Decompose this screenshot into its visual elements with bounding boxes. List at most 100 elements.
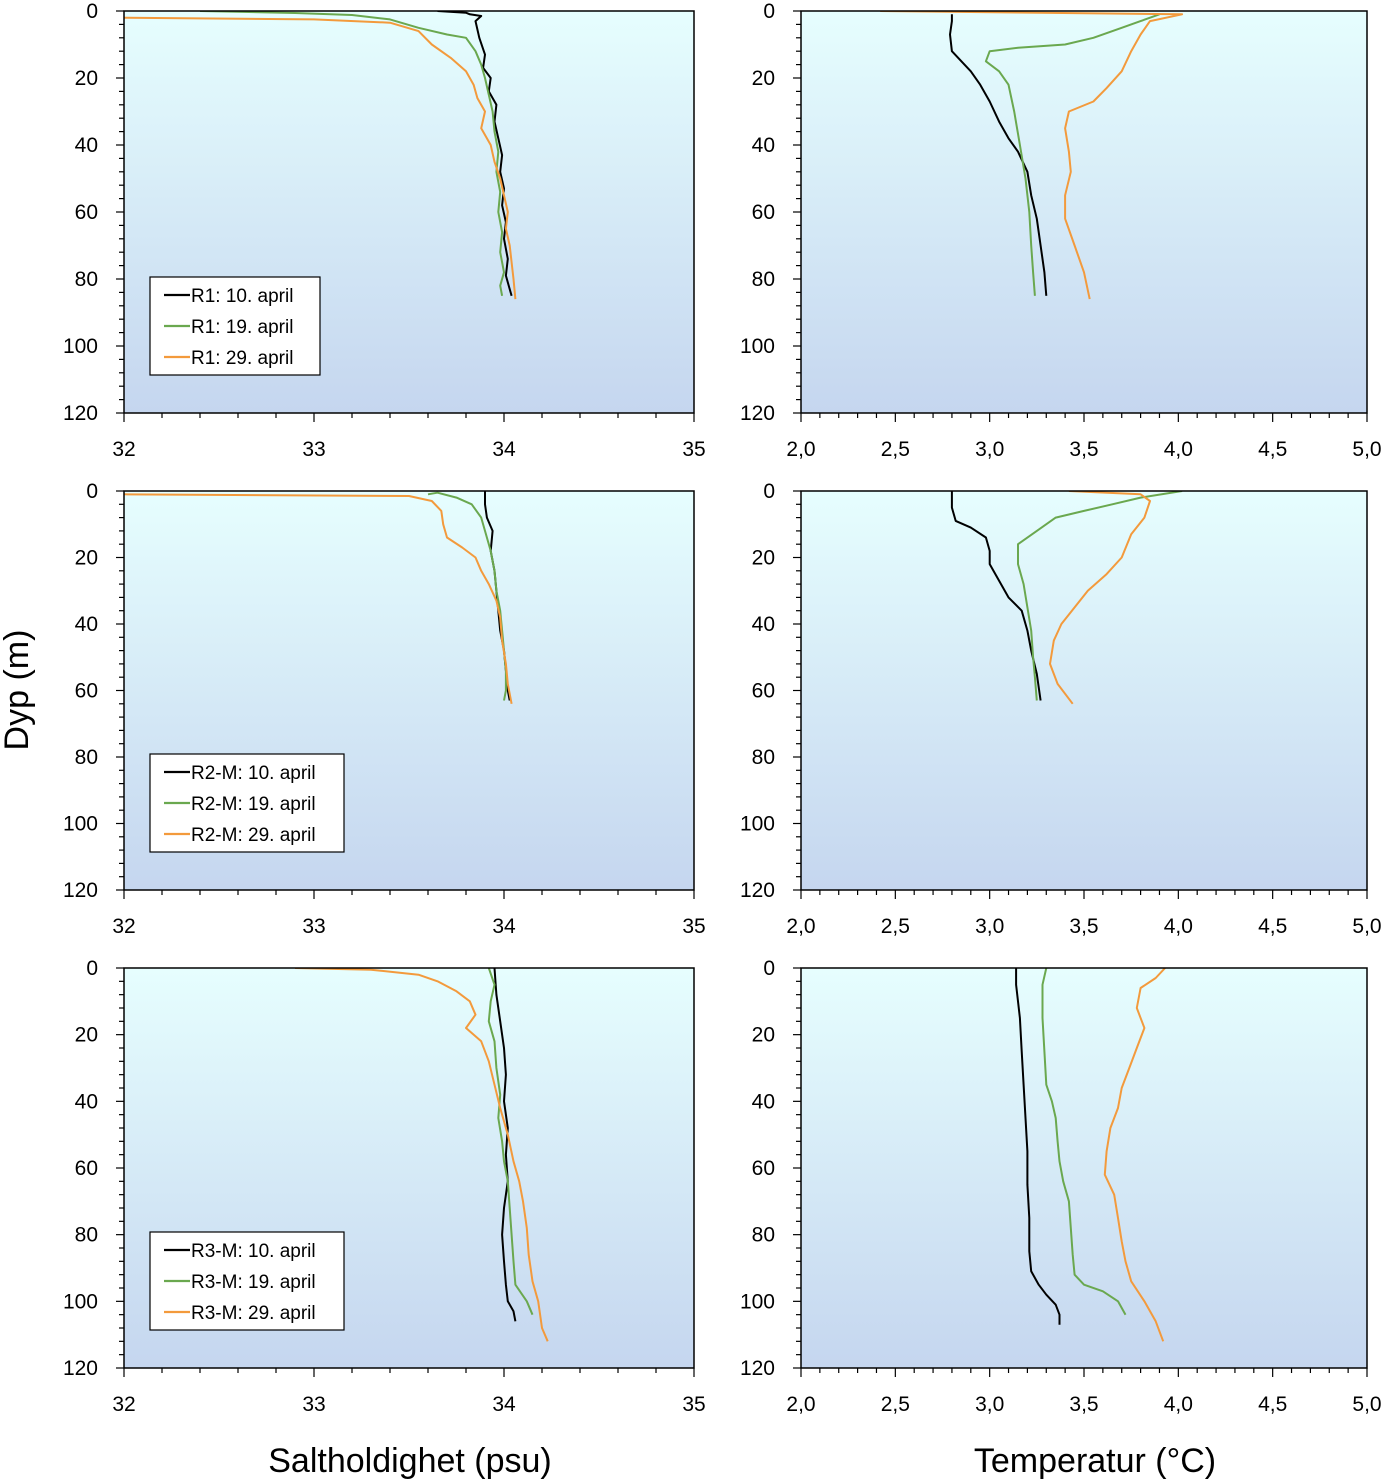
- series-line-19-april: [199, 11, 505, 296]
- y-tick-label: 80: [75, 268, 98, 291]
- legend-label: R1: 10. april: [191, 286, 293, 307]
- legend: R3-M: 10. april R3-M: 19. april R3-M: 29. …: [149, 1231, 345, 1331]
- y-tick-label: 40: [75, 1090, 98, 1113]
- x-tick-label: 4,0: [1164, 915, 1193, 938]
- y-tick-label: 120: [63, 879, 98, 902]
- plot-frame: [123, 10, 695, 414]
- legend-box: [149, 753, 345, 853]
- legend: R1: 10. april R1: 19. april R1: 29. april: [149, 276, 321, 376]
- legend-label: R2-M: 29. april: [191, 825, 316, 846]
- series-line-29-april: [294, 968, 549, 1342]
- y-tick-label: 20: [75, 547, 98, 570]
- series-line-29-april: [1049, 491, 1151, 705]
- y-tick-label: 60: [752, 201, 775, 224]
- x-tick-label: 4,5: [1258, 915, 1287, 938]
- x-axis-title-salinity: Saltholdighet (psu): [268, 1442, 552, 1480]
- legend-label: R2-M: 19. april: [191, 794, 316, 815]
- y-tick-label: 60: [752, 680, 775, 703]
- y-tick-label: 100: [740, 1290, 775, 1313]
- x-tick-label: 2,5: [881, 915, 910, 938]
- series-line-19-april: [1017, 491, 1183, 701]
- y-tick-label: 40: [752, 613, 775, 636]
- plot-frame: [800, 490, 1368, 891]
- y-tick-label: 40: [75, 134, 98, 157]
- y-tick-label: 120: [740, 879, 775, 902]
- y-tick-label: 120: [740, 1357, 775, 1380]
- y-tick-label: 80: [752, 268, 775, 291]
- x-tick-label: 34: [492, 1393, 516, 1416]
- plot-frame: [123, 967, 695, 1369]
- x-axis-title-temperature: Temperatur (°C): [974, 1442, 1216, 1480]
- y-tick-label: 60: [75, 680, 98, 703]
- y-tick-label: 60: [752, 1157, 775, 1180]
- x-tick-label: 33: [302, 438, 325, 461]
- x-tick-label: 32: [112, 438, 135, 461]
- legend-label: R3-M: 10. april: [191, 1241, 316, 1262]
- y-tick-label: 0: [86, 957, 98, 980]
- y-tick-label: 100: [63, 1290, 98, 1313]
- series-line-29-april: [880, 11, 1184, 300]
- x-tick-label: 2,0: [786, 1393, 815, 1416]
- series-line-29-april: [124, 16, 517, 300]
- y-tick-label: 80: [752, 746, 775, 769]
- x-tick-label: 3,0: [975, 1393, 1004, 1416]
- series-line-19-april: [487, 968, 534, 1316]
- x-tick-label: 2,5: [881, 1393, 910, 1416]
- series-line-10-april: [1015, 968, 1061, 1325]
- series-line-19-april: [984, 13, 1160, 296]
- series-line-10-april: [950, 491, 1042, 701]
- legend-label: R3-M: 19. april: [191, 1272, 316, 1293]
- series-line-19-april: [1041, 968, 1127, 1316]
- y-tick-label: 60: [75, 1157, 98, 1180]
- x-tick-label: 4,0: [1164, 438, 1193, 461]
- x-tick-label: 4,0: [1164, 1393, 1193, 1416]
- y-tick-label: 0: [86, 0, 98, 23]
- y-tick-label: 0: [763, 0, 775, 23]
- y-tick-label: 0: [763, 957, 775, 980]
- y-tick-label: 120: [63, 402, 98, 425]
- legend: R2-M: 10. april R2-M: 19. april R2-M: 29. …: [149, 753, 345, 853]
- panel-R1-salinity: 0 20 40 60 80 100 120 32 33 34 35 R1: 10. april R1: …: [63, 0, 706, 461]
- x-tick-label: 4,5: [1258, 1393, 1287, 1416]
- y-tick-label: 40: [75, 613, 98, 636]
- x-tick-label: 32: [112, 1393, 135, 1416]
- x-tick-label: 35: [682, 438, 705, 461]
- panel-R2-temperature: 0 20 40 60 80 100 120 2,0 2,5 3,0 3,5 4,0 4,5 5,0: [740, 480, 1382, 938]
- series-line-10-april: [493, 968, 517, 1322]
- x-tick-label: 5,0: [1352, 438, 1381, 461]
- y-tick-label: 100: [63, 813, 98, 836]
- plot-area: [801, 491, 1367, 890]
- series-line-29-april: [124, 493, 513, 704]
- x-tick-label: 34: [492, 915, 516, 938]
- x-tick-label: 3,5: [1069, 1393, 1098, 1416]
- legend-label: R3-M: 29. april: [191, 1303, 316, 1324]
- x-tick-label: 35: [682, 915, 705, 938]
- x-tick-label: 32: [112, 915, 135, 938]
- y-tick-label: 20: [75, 67, 98, 90]
- y-tick-label: 100: [740, 813, 775, 836]
- y-tick-label: 80: [752, 1224, 775, 1247]
- y-tick-label: 0: [86, 480, 98, 503]
- x-tick-label: 3,0: [975, 915, 1004, 938]
- x-tick-label: 3,5: [1069, 438, 1098, 461]
- plot-area: [801, 11, 1367, 413]
- y-tick-label: 100: [63, 335, 98, 358]
- y-tick-label: 120: [63, 1357, 98, 1380]
- x-tick-label: 3,0: [975, 438, 1004, 461]
- x-tick-label: 34: [492, 438, 516, 461]
- y-tick-label: 20: [752, 547, 775, 570]
- panel-R1-temperature: 0 20 40 60 80 100 120 2,0 2,5 3,0 3,5 4,0 4,5 5,0: [740, 0, 1382, 461]
- y-tick-label: 80: [75, 746, 98, 769]
- series-line-29-april: [1103, 968, 1166, 1342]
- y-tick-label: 60: [75, 201, 98, 224]
- y-tick-label: 20: [752, 67, 775, 90]
- x-tick-label: 2,5: [881, 438, 910, 461]
- y-tick-label: 40: [752, 1090, 775, 1113]
- y-tick-label: 80: [75, 1224, 98, 1247]
- series-line-10-april: [949, 14, 1048, 296]
- legend-label: R1: 19. april: [191, 317, 293, 338]
- x-tick-label: 5,0: [1352, 1393, 1381, 1416]
- x-tick-label: 4,5: [1258, 438, 1287, 461]
